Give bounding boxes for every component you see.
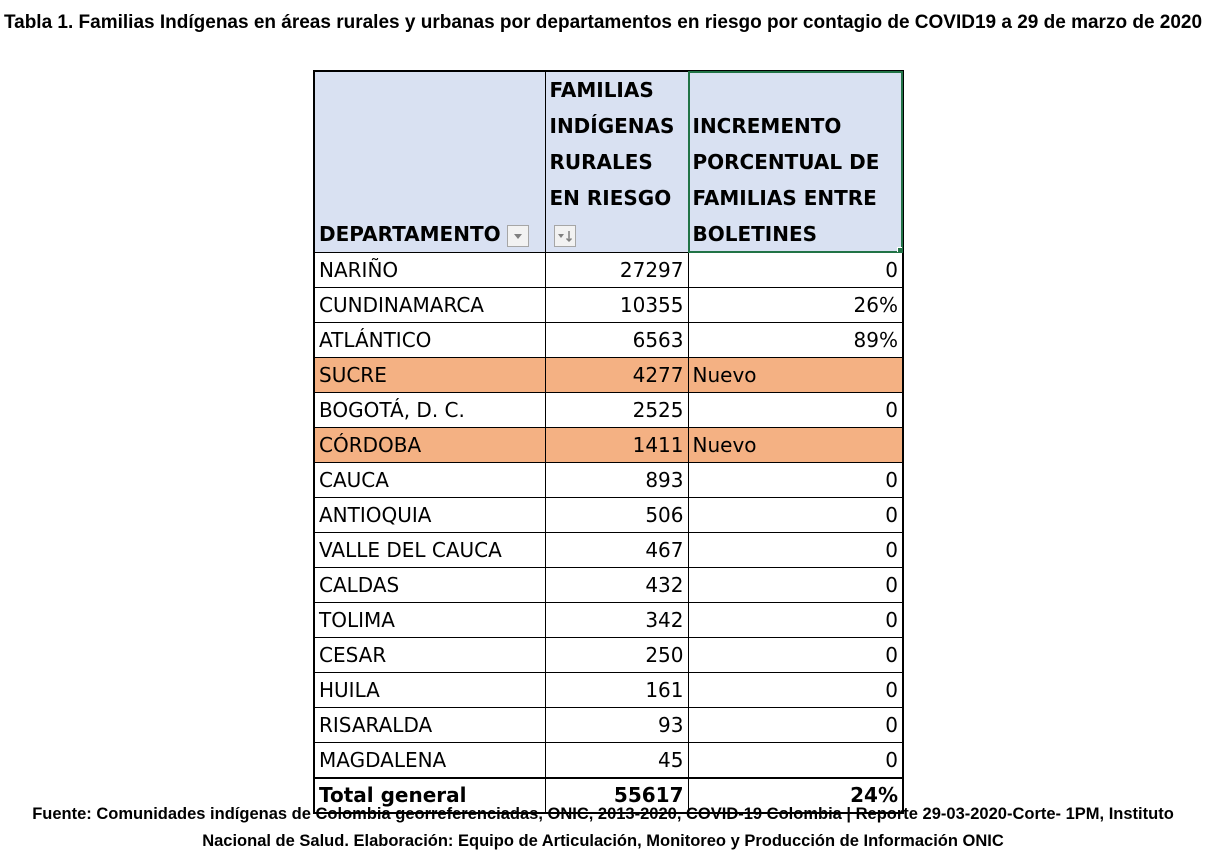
table-row: ATLÁNTICO 6563 89% [313, 322, 904, 358]
source-footer: Fuente: Comunidades indígenas de Colombi… [32, 805, 1174, 850]
cell-familias[interactable]: 161 [544, 672, 689, 708]
total-incremento[interactable]: 24% [687, 776, 904, 813]
cell-familias[interactable]: 467 [544, 532, 689, 568]
header-familias-label: FAMILIAS INDÍGENAS RURALES EN RIESGO [549, 78, 675, 210]
table-body: NARIÑO 27297 0 CUNDINAMARCA 10355 26% ATLÁNTIC… [313, 252, 904, 778]
sort-descending-filter-icon[interactable] [553, 224, 576, 247]
cell-departamento[interactable]: MAGDALENA [313, 742, 546, 778]
cell-familias[interactable]: 893 [544, 462, 689, 498]
cell-departamento[interactable]: ATLÁNTICO [313, 322, 546, 358]
cell-familias[interactable]: 27297 [544, 252, 689, 288]
cell-familias[interactable]: 1411 [544, 427, 689, 463]
header-departamento[interactable]: DEPARTAMENTO [313, 70, 546, 253]
cell-familias[interactable]: 250 [544, 637, 689, 673]
cell-familias[interactable]: 4277 [544, 357, 689, 393]
cell-departamento[interactable]: BOGOTÁ, D. C. [313, 392, 546, 428]
table-row: CALDAS 432 0 [313, 567, 904, 603]
table-row: BOGOTÁ, D. C. 2525 0 [313, 392, 904, 428]
cell-incremento[interactable]: 0 [687, 672, 904, 708]
cell-familias[interactable]: 45 [544, 742, 689, 778]
table-row: HUILA 161 0 [313, 672, 904, 708]
cell-incremento[interactable]: 89% [687, 322, 904, 358]
cell-incremento[interactable]: 0 [687, 392, 904, 428]
cell-departamento[interactable]: NARIÑO [313, 252, 546, 288]
data-table: DEPARTAMENTO FAMILIAS INDÍGENAS RURALES … [313, 70, 904, 814]
cell-incremento[interactable]: 26% [687, 287, 904, 323]
cell-incremento[interactable]: 0 [687, 462, 904, 498]
cell-departamento[interactable]: CUNDINAMARCA [313, 287, 546, 323]
selection-fill-handle[interactable] [897, 247, 902, 252]
table-row: TOLIMA 342 0 [313, 602, 904, 638]
cell-incremento[interactable]: 0 [687, 602, 904, 638]
header-departamento-label: DEPARTAMENTO [319, 222, 501, 246]
filter-dropdown-icon[interactable] [506, 224, 529, 247]
cell-departamento[interactable]: CÓRDOBA [313, 427, 546, 463]
cell-familias[interactable]: 342 [544, 602, 689, 638]
cell-departamento[interactable]: TOLIMA [313, 602, 546, 638]
cell-familias[interactable]: 2525 [544, 392, 689, 428]
cell-familias[interactable]: 506 [544, 497, 689, 533]
table-row: SUCRE 4277 Nuevo [313, 357, 904, 393]
cell-incremento[interactable]: 0 [687, 252, 904, 288]
cell-departamento[interactable]: ANTIOQUIA [313, 497, 546, 533]
cell-departamento[interactable]: RISARALDA [313, 707, 546, 743]
table-row: CAUCA 893 0 [313, 462, 904, 498]
cell-familias[interactable]: 6563 [544, 322, 689, 358]
cell-incremento[interactable]: Nuevo [687, 357, 904, 393]
header-row: DEPARTAMENTO FAMILIAS INDÍGENAS RURALES … [313, 70, 904, 253]
cell-incremento[interactable]: 0 [687, 742, 904, 778]
table-row: CESAR 250 0 [313, 637, 904, 673]
cell-incremento[interactable]: 0 [687, 637, 904, 673]
header-familias[interactable]: FAMILIAS INDÍGENAS RURALES EN RIESGO [544, 70, 689, 253]
cell-departamento[interactable]: HUILA [313, 672, 546, 708]
cell-departamento[interactable]: SUCRE [313, 357, 546, 393]
cell-familias[interactable]: 432 [544, 567, 689, 603]
table-row: ANTIOQUIA 506 0 [313, 497, 904, 533]
table-row: VALLE DEL CAUCA 467 0 [313, 532, 904, 568]
total-familias[interactable]: 55617 [544, 776, 689, 813]
table-row: NARIÑO 27297 0 [313, 252, 904, 288]
cell-incremento[interactable]: 0 [687, 532, 904, 568]
cell-incremento[interactable]: 0 [687, 707, 904, 743]
table-row: RISARALDA 93 0 [313, 707, 904, 743]
data-table-container: DEPARTAMENTO FAMILIAS INDÍGENAS RURALES … [313, 70, 904, 814]
cell-departamento[interactable]: CAUCA [313, 462, 546, 498]
cell-familias[interactable]: 93 [544, 707, 689, 743]
header-incremento[interactable]: INCREMENTO PORCENTUAL DE FAMILIAS ENTRE … [687, 70, 904, 253]
total-row: Total general 55617 24% [313, 776, 904, 813]
cell-incremento[interactable]: 0 [687, 567, 904, 603]
cell-familias[interactable]: 10355 [544, 287, 689, 323]
table-row: MAGDALENA 45 0 [313, 742, 904, 778]
table-row: CÓRDOBA 1411 Nuevo [313, 427, 904, 463]
cell-incremento[interactable]: Nuevo [687, 427, 904, 463]
cell-departamento[interactable]: CESAR [313, 637, 546, 673]
total-label[interactable]: Total general [313, 776, 546, 813]
cell-departamento[interactable]: CALDAS [313, 567, 546, 603]
table-title: Tabla 1. Familias Indígenas en áreas rur… [3, 12, 1203, 33]
cell-incremento[interactable]: 0 [687, 497, 904, 533]
cell-departamento[interactable]: VALLE DEL CAUCA [313, 532, 546, 568]
table-row: CUNDINAMARCA 10355 26% [313, 287, 904, 323]
header-incremento-label: INCREMENTO PORCENTUAL DE FAMILIAS ENTRE … [692, 114, 880, 246]
